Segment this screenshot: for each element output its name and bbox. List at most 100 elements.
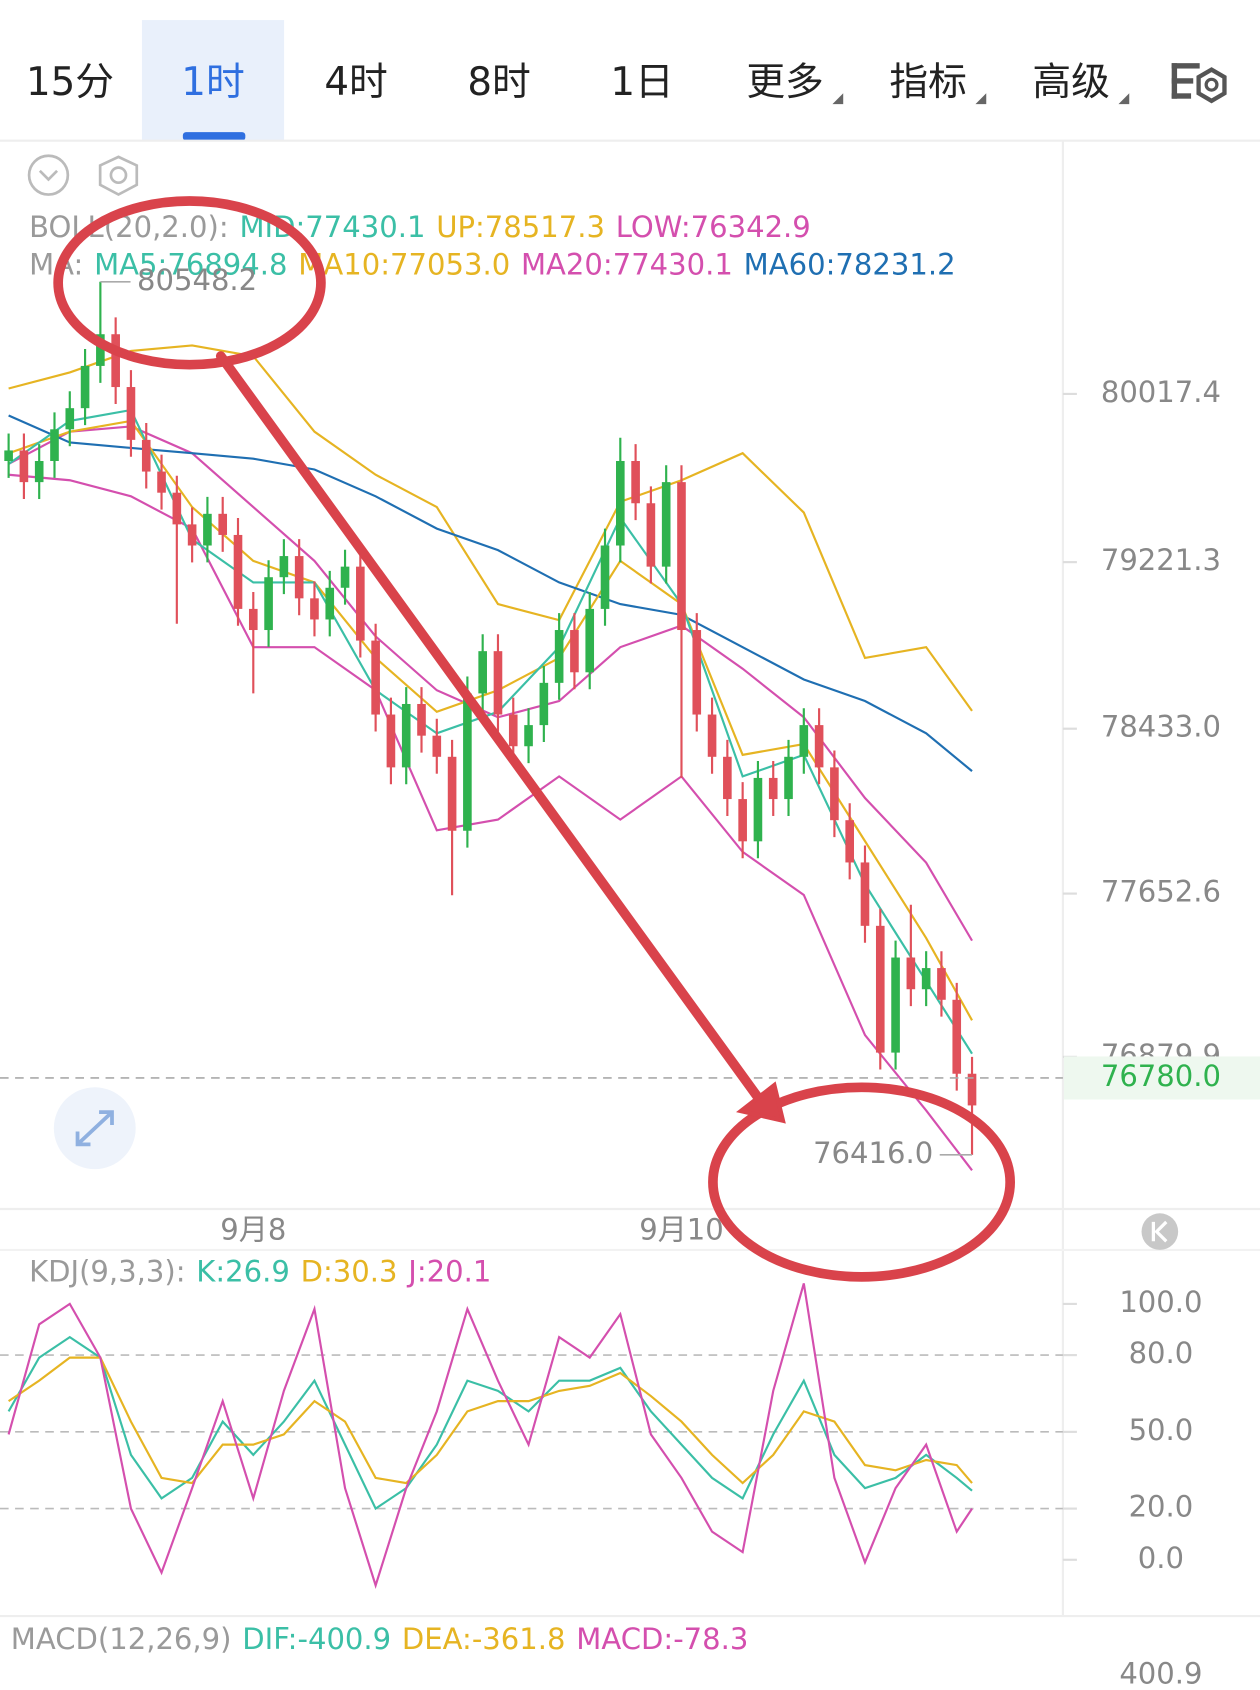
tab[interactable]: 高级 bbox=[1032, 60, 1130, 105]
macd-panel: MACD(12,26,9) DIF:-400.9 DEA:-361.8 MACD:-7… bbox=[11, 1622, 1203, 1690]
tab-label: 8时 bbox=[467, 60, 530, 105]
candle-body bbox=[187, 524, 197, 546]
legend: MA: MA5:76894.8 MA10:77053.0 MA20:77430.1 MA… bbox=[29, 248, 956, 282]
settings-button[interactable] bbox=[1171, 63, 1227, 104]
candle-body bbox=[325, 587, 335, 620]
legend: MACD(12,26,9) DIF:-400.9 DEA:-361.8 MACD:-7… bbox=[11, 1622, 749, 1656]
candle-body bbox=[723, 756, 732, 800]
legend-item: MA20:77430.1 bbox=[521, 248, 733, 282]
legend-item: MACD(12,26,9) bbox=[11, 1622, 232, 1656]
tab[interactable]: 15分 bbox=[26, 60, 114, 105]
tab-highlight bbox=[141, 20, 285, 141]
candle-body bbox=[126, 387, 136, 440]
candle-body bbox=[478, 651, 487, 694]
legend-item: LOW:76342.9 bbox=[616, 210, 811, 244]
kdj-chart: KDJ(9,3,3): K:26.9 D:30.3 J:20.1 100.0 80.0 50… bbox=[0, 1255, 1203, 1589]
candle-body bbox=[371, 640, 380, 715]
candle-body bbox=[891, 957, 900, 1053]
tab-indicator bbox=[182, 132, 246, 141]
min-label: 76416.0 bbox=[813, 1136, 933, 1170]
tab-label: 更多 bbox=[746, 60, 824, 105]
price-chart: BOLL(20,2.0): MID:77430.1 UP:78517.3 LOW:76… bbox=[0, 210, 1260, 1247]
candle-body bbox=[356, 566, 365, 641]
current-price-box bbox=[1064, 1056, 1260, 1100]
candle-body bbox=[218, 513, 228, 535]
candle-body bbox=[753, 777, 763, 842]
candle-body bbox=[19, 450, 29, 483]
legend: BOLL(20,2.0): MID:77430.1 UP:78517.3 LOW:76… bbox=[29, 210, 811, 244]
y-tick-label: 77652.6 bbox=[1101, 875, 1221, 909]
candle-body bbox=[937, 968, 946, 1000]
candle-body bbox=[80, 365, 90, 409]
y-tick-label: 80.0 bbox=[1129, 1336, 1194, 1370]
candle-body bbox=[340, 566, 350, 588]
y-tick-label: 100.0 bbox=[1119, 1285, 1202, 1319]
kdj-line bbox=[7, 1283, 973, 1589]
legend-item: K:26.9 bbox=[196, 1255, 290, 1289]
y-tick-label: 20.0 bbox=[1129, 1490, 1194, 1524]
candle-body bbox=[111, 334, 120, 388]
candle-body bbox=[661, 482, 671, 567]
tab-label: 指标 bbox=[889, 60, 967, 105]
legend: KDJ(9,3,3): K:26.9 D:30.3 J:20.1 bbox=[29, 1255, 491, 1289]
candle-body bbox=[50, 429, 59, 461]
collapse-button[interactable] bbox=[27, 154, 70, 196]
candle-body bbox=[203, 513, 212, 546]
y-tick-label: 78433.0 bbox=[1101, 710, 1221, 744]
current-price-label: 76780.0 bbox=[1101, 1059, 1221, 1093]
candle-body bbox=[264, 577, 273, 631]
legend-item: MACD:-78.3 bbox=[576, 1622, 748, 1656]
candle-body bbox=[294, 556, 304, 599]
indicator-settings-button[interactable] bbox=[98, 155, 139, 197]
tab[interactable]: 4时 bbox=[324, 60, 387, 105]
tab[interactable]: 8时 bbox=[467, 60, 530, 105]
candle-body bbox=[4, 450, 13, 461]
candle-body bbox=[570, 630, 579, 673]
candle-body bbox=[386, 714, 396, 768]
candle-body bbox=[921, 968, 931, 990]
candle-body bbox=[952, 999, 962, 1074]
legend-item: J:20.1 bbox=[406, 1255, 491, 1289]
tab[interactable]: 1时 bbox=[141, 20, 285, 141]
candle-body bbox=[157, 471, 166, 493]
candle-body bbox=[463, 693, 472, 831]
legend-item: UP:78517.3 bbox=[436, 210, 605, 244]
indicator-line bbox=[8, 473, 973, 1171]
candle-body bbox=[65, 408, 75, 430]
tab[interactable]: 指标 bbox=[889, 60, 987, 105]
tab-label: 高级 bbox=[1032, 60, 1109, 105]
legend-item: KDJ(9,3,3): bbox=[29, 1255, 185, 1289]
y-tick-label: 79221.3 bbox=[1101, 543, 1221, 577]
candle-body bbox=[784, 756, 793, 800]
tab[interactable]: 更多 bbox=[746, 60, 844, 105]
indicator-line bbox=[8, 414, 973, 772]
candle-body bbox=[96, 334, 105, 366]
candle-body bbox=[524, 725, 533, 747]
legend-item: MA60:78231.2 bbox=[744, 248, 956, 282]
annotation bbox=[53, 196, 1015, 1282]
legend-item: MA5:76894.8 bbox=[94, 248, 287, 282]
candle-body bbox=[141, 439, 151, 472]
candle-body bbox=[600, 545, 610, 609]
candle-body bbox=[845, 820, 854, 863]
candle-body bbox=[447, 756, 457, 831]
candle-body bbox=[631, 460, 640, 504]
legend-item: BOLL(20,2.0): bbox=[29, 210, 229, 244]
scroll-latest-button[interactable] bbox=[1141, 1213, 1179, 1250]
candle-body bbox=[646, 503, 656, 567]
tab-label: 4时 bbox=[324, 60, 387, 105]
candle-body bbox=[401, 703, 411, 768]
tab-label: 1时 bbox=[181, 60, 244, 105]
tab[interactable]: 1日 bbox=[610, 60, 673, 105]
candle-body bbox=[585, 608, 595, 673]
legend-item: DEA:-361.8 bbox=[402, 1622, 566, 1656]
candle-body bbox=[692, 630, 702, 715]
fullscreen-button[interactable] bbox=[53, 1087, 136, 1170]
candle-body bbox=[233, 534, 243, 609]
tab-label: 1日 bbox=[610, 60, 673, 105]
candle-body bbox=[248, 608, 258, 631]
candle-body bbox=[172, 492, 182, 525]
candle-body bbox=[616, 460, 625, 546]
